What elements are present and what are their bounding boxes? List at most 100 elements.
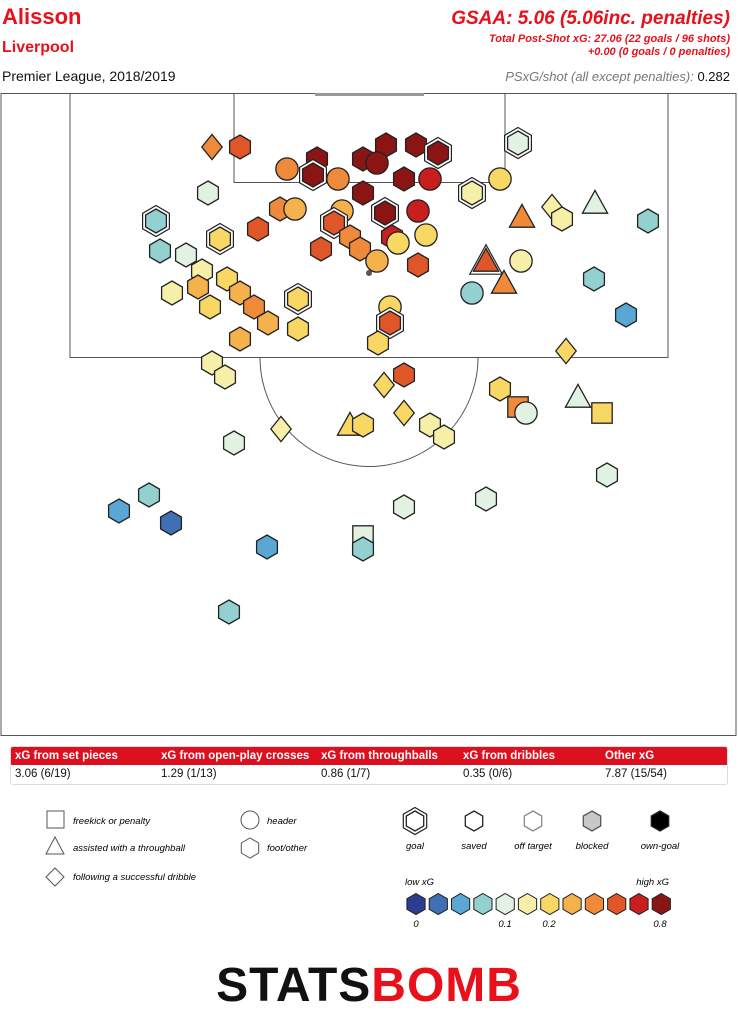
shot-marker <box>159 510 183 536</box>
outcome-legend-item: saved <box>461 810 487 852</box>
circle-shot <box>509 249 533 273</box>
shot-marker <box>137 482 161 508</box>
shot-marker <box>217 599 241 625</box>
legend-label: assisted with a throughball <box>73 843 186 854</box>
scale-tick: 0.2 <box>542 919 556 930</box>
hexagon-shot <box>351 180 375 206</box>
hexagon-shot <box>392 166 416 192</box>
circle-shot <box>326 167 350 191</box>
shot-marker <box>283 197 307 221</box>
summary-value: 1.29 (1/13) <box>161 768 217 780</box>
shot-marker <box>326 167 350 191</box>
shot-marker <box>213 364 237 390</box>
scale-hexagon <box>406 892 426 916</box>
hexagon-shot <box>228 134 252 160</box>
circle-shot <box>418 167 442 191</box>
shot-marker <box>256 310 280 336</box>
square-shot <box>591 402 613 424</box>
hexagon-icon <box>523 810 543 832</box>
legend-label: following a successful dribble <box>73 872 196 883</box>
hexagon-shot <box>301 162 325 188</box>
shot-marker <box>392 399 416 427</box>
player-name: Alisson <box>2 4 82 29</box>
shot-marker <box>474 486 498 512</box>
summary-header: xG from dribbles <box>463 750 556 762</box>
shot-marker <box>372 371 396 399</box>
hexagon-shot <box>351 536 375 562</box>
scale-hexagon <box>540 892 560 916</box>
outcome-label: off target <box>514 841 552 852</box>
pitch-lines <box>0 93 737 736</box>
legend-label: freekick or penalty <box>73 816 151 827</box>
scale-hexagon <box>651 892 671 916</box>
outcome-label: goal <box>406 841 425 852</box>
statsbomb-logo: STATSBOMB <box>0 958 738 1013</box>
shape-legend: freekick or penalty assisted with a thro… <box>45 810 308 887</box>
gsaa-title: GSAA: 5.06 (5.06inc. penalties) <box>451 8 730 29</box>
shot-marker <box>468 243 504 275</box>
scale-hexagon <box>495 892 515 916</box>
shot-marker <box>206 222 234 256</box>
high-xg-label: high xG <box>636 877 669 888</box>
shot-marker <box>174 242 198 268</box>
hexagon-shot <box>107 498 131 524</box>
hexagon-shot <box>196 180 220 206</box>
hexagon-shot <box>373 200 397 226</box>
scale-hexagon <box>562 892 582 916</box>
penalty-arc <box>259 357 479 467</box>
circle-shot <box>386 231 410 255</box>
summary-header: xG from open-play crosses <box>161 750 310 762</box>
hexagon-shot <box>378 310 402 336</box>
shot-marker <box>424 136 452 170</box>
hexagon-shot <box>488 376 512 402</box>
shot-marker <box>309 236 333 262</box>
hexagon-shot <box>614 302 638 328</box>
shot-marker <box>365 249 389 273</box>
total-psxg-line: Total Post-Shot xG: 27.06 (22 goals / 96… <box>488 33 730 45</box>
hexagon-shot <box>351 412 375 438</box>
hexagon-shot <box>198 294 222 320</box>
hexagon-shot <box>392 362 416 388</box>
xg-color-scale: low xG high xG 0 0.1 0.2 0.8 <box>405 877 671 930</box>
hexagon-shot <box>213 364 237 390</box>
legend-label: header <box>267 816 297 827</box>
shot-marker <box>242 294 266 320</box>
hexagon-shot <box>286 286 310 312</box>
shot-marker <box>550 206 574 232</box>
hexagon-shot <box>256 310 280 336</box>
shot-marker <box>299 158 327 192</box>
diamond-shot <box>269 415 293 443</box>
shot-marker <box>460 281 484 305</box>
shot-map <box>0 93 737 736</box>
circle-shot <box>460 281 484 305</box>
shot-marker <box>269 415 293 443</box>
psxg-per-shot: PSxG/shot (all except penalties): 0.282 <box>505 69 730 84</box>
shot-marker <box>160 280 184 306</box>
hexagon-shot <box>228 280 252 306</box>
diamond-shot <box>554 337 578 365</box>
circle-shot <box>283 197 307 221</box>
summary-value: 3.06 (6/19) <box>15 768 71 780</box>
shot-marker <box>228 280 252 306</box>
outcome-legend-item: goal <box>402 806 428 852</box>
shot-marker <box>228 134 252 160</box>
diamond-shot <box>372 371 396 399</box>
hexagon-shot <box>426 140 450 166</box>
hexagon-shot <box>406 252 430 278</box>
outcome-label: blocked <box>576 841 609 852</box>
summary-header: xG from throughballs <box>321 750 438 762</box>
circle-shot <box>275 157 299 181</box>
shots-layer <box>107 126 660 625</box>
scale-tick: 0 <box>413 919 419 930</box>
shot-marker <box>514 401 538 425</box>
scale-hexagon <box>473 892 493 916</box>
hexagon-shot <box>322 210 346 236</box>
shot-marker <box>107 498 131 524</box>
shot-marker <box>196 180 220 206</box>
shot-marker <box>488 167 512 191</box>
hexagon-shot <box>228 326 252 352</box>
scale-tick: 0.1 <box>498 919 511 930</box>
shot-marker <box>508 203 536 228</box>
outcome-legend-item: blocked <box>576 810 609 852</box>
hexagon-shot <box>404 132 428 158</box>
